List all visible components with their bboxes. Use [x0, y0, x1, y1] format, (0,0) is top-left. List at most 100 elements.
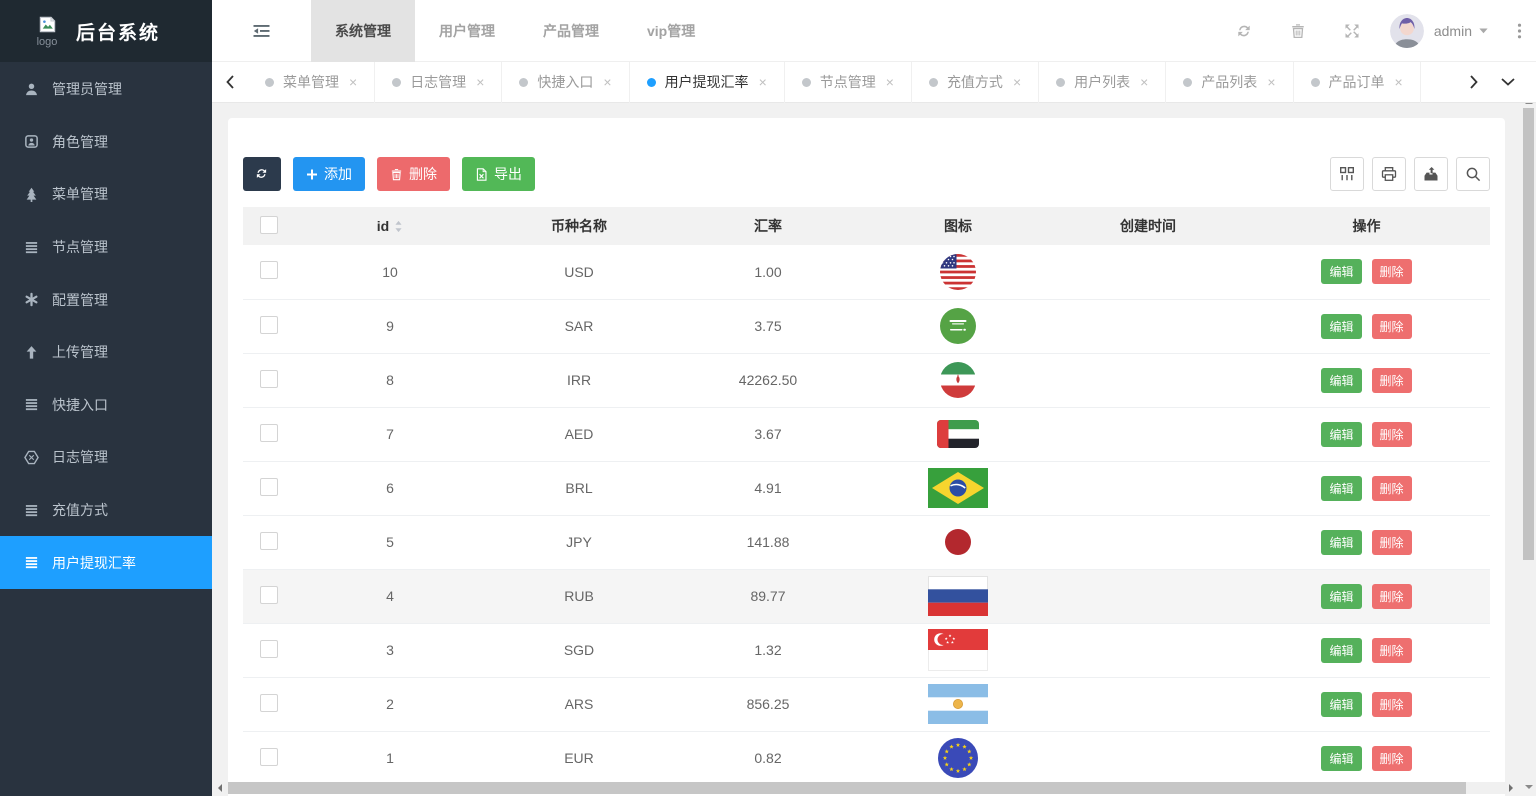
sidebar-item-config-manage[interactable]: 配置管理 — [0, 273, 212, 326]
tabs-menu-icon[interactable] — [1490, 77, 1526, 87]
cell-flag — [863, 569, 1053, 624]
row-edit-button[interactable]: 编辑 — [1321, 529, 1362, 555]
tab-withdraw-rate[interactable]: 用户提现汇率 × — [630, 61, 785, 103]
select-all-checkbox[interactable] — [260, 215, 278, 234]
row-delete-button[interactable]: 删除 — [1371, 691, 1412, 717]
delete-button[interactable]: 删除 — [377, 157, 450, 191]
tabs-scroll-right-icon[interactable] — [1456, 75, 1492, 89]
row-checkbox[interactable] — [260, 747, 278, 766]
cell-rate: 0.82 — [673, 731, 863, 786]
tab-log-manage[interactable]: 日志管理 × — [375, 61, 503, 103]
header-nav-vip[interactable]: vip管理 — [647, 22, 696, 39]
row-edit-button[interactable]: 编辑 — [1321, 313, 1362, 339]
sidebar-item-admin-manage[interactable]: 管理员管理 — [0, 63, 212, 116]
row-delete-button[interactable]: 删除 — [1371, 367, 1412, 393]
collapse-sidebar-icon[interactable] — [252, 23, 271, 39]
row-edit-button[interactable]: 编辑 — [1321, 583, 1362, 609]
print-button[interactable] — [1372, 157, 1406, 191]
tab-product-list[interactable]: 产品列表 × — [1166, 61, 1294, 103]
vertical-scroll-thumb[interactable] — [1523, 108, 1534, 560]
trash-icon[interactable] — [1290, 23, 1306, 39]
row-delete-button[interactable]: 删除 — [1371, 313, 1412, 339]
header-actions: admin — [1236, 13, 1536, 48]
row-checkbox[interactable] — [260, 423, 278, 442]
tab-close-icon[interactable]: × — [1140, 74, 1149, 90]
tab-close-icon[interactable]: × — [349, 74, 358, 90]
sidebar-item-recharge-method[interactable]: 充值方式 — [0, 484, 212, 537]
tab-close-icon[interactable]: × — [758, 74, 767, 90]
horizontal-scroll-thumb[interactable] — [228, 782, 1467, 794]
row-checkbox[interactable] — [260, 639, 278, 658]
row-checkbox[interactable] — [260, 261, 278, 280]
tab-close-icon[interactable]: × — [476, 74, 485, 90]
sidebar-item-log-manage[interactable]: 日志管理 — [0, 431, 212, 484]
kebab-menu-icon[interactable] — [1517, 23, 1522, 39]
header-nav-product[interactable]: 产品管理 — [543, 22, 599, 39]
chevron-down-icon[interactable] — [1478, 25, 1489, 36]
row-edit-button[interactable]: 编辑 — [1321, 367, 1362, 393]
export-data-button[interactable] — [1414, 157, 1448, 191]
search-button[interactable] — [1456, 157, 1490, 191]
sidebar-item-menu-manage[interactable]: 菜单管理 — [0, 168, 212, 221]
row-checkbox[interactable] — [260, 315, 278, 334]
row-delete-button[interactable]: 删除 — [1371, 529, 1412, 555]
row-edit-button[interactable]: 编辑 — [1321, 475, 1362, 501]
column-header-id: id — [295, 207, 485, 245]
sidebar-item-withdraw-rate[interactable]: 用户提现汇率 — [0, 536, 212, 589]
row-edit-button[interactable]: 编辑 — [1321, 637, 1362, 663]
cell-created — [1053, 353, 1243, 408]
row-checkbox[interactable] — [260, 531, 278, 550]
scroll-right-arrow[interactable] — [1509, 784, 1517, 792]
user-name[interactable]: admin — [1433, 22, 1472, 39]
row-checkbox[interactable] — [260, 477, 278, 496]
sort-icon[interactable] — [394, 220, 403, 233]
refresh-button[interactable] — [243, 157, 281, 191]
tab-product-order[interactable]: 产品订单 × — [1294, 61, 1421, 103]
tab-node-manage[interactable]: 节点管理 × — [785, 61, 912, 103]
tab-quick-entry[interactable]: 快捷入口 × — [502, 61, 630, 103]
row-checkbox[interactable] — [260, 585, 278, 604]
sidebar-item-role-manage[interactable]: 角色管理 — [0, 116, 212, 169]
sidebar-item-node-manage[interactable]: 节点管理 — [0, 221, 212, 274]
row-delete-button[interactable]: 删除 — [1371, 421, 1412, 447]
tabs-scroll-left-icon[interactable] — [212, 75, 248, 89]
row-edit-button[interactable]: 编辑 — [1321, 745, 1362, 771]
tab-close-icon[interactable]: × — [603, 74, 612, 90]
tab-recharge-method[interactable]: 充值方式 × — [912, 61, 1040, 103]
refresh-icon[interactable] — [1236, 23, 1252, 39]
toggle-columns-button[interactable] — [1330, 157, 1364, 191]
tab-close-icon[interactable]: × — [1394, 74, 1403, 90]
tab-user-list[interactable]: 用户列表 × — [1039, 61, 1167, 103]
avatar[interactable] — [1389, 13, 1424, 48]
tab-close-icon[interactable]: × — [1267, 74, 1276, 90]
header-nav-user[interactable]: 用户管理 — [439, 22, 495, 39]
flag-sa-icon — [940, 308, 976, 344]
tab-close-icon[interactable]: × — [885, 74, 894, 90]
row-delete-button[interactable]: 删除 — [1371, 637, 1412, 663]
row-checkbox-cell — [243, 569, 295, 624]
row-edit-button[interactable]: 编辑 — [1321, 259, 1362, 285]
row-delete-button[interactable]: 删除 — [1371, 583, 1412, 609]
cell-created — [1053, 731, 1243, 786]
horizontal-scroll-track[interactable] — [224, 782, 1507, 794]
row-delete-button[interactable]: 删除 — [1371, 475, 1412, 501]
add-button[interactable]: 添加 — [293, 157, 365, 191]
cell-created — [1053, 623, 1243, 678]
scroll-left-arrow[interactable] — [214, 784, 222, 792]
scroll-down-arrow[interactable] — [1524, 785, 1533, 793]
row-edit-button[interactable]: 编辑 — [1321, 691, 1362, 717]
fullscreen-icon[interactable] — [1344, 23, 1360, 39]
sidebar-item-upload-manage[interactable]: 上传管理 — [0, 326, 212, 379]
tab-menu-manage[interactable]: 菜单管理 × — [248, 61, 376, 103]
header-nav-system[interactable]: 系统管理 — [311, 0, 415, 62]
row-edit-button[interactable]: 编辑 — [1321, 421, 1362, 447]
export-button[interactable]: 导出 — [462, 157, 535, 191]
row-delete-button[interactable]: 删除 — [1371, 259, 1412, 285]
row-delete-button[interactable]: 删除 — [1371, 745, 1412, 771]
row-checkbox[interactable] — [260, 369, 278, 388]
sidebar-item-quick-entry[interactable]: 快捷入口 — [0, 379, 212, 432]
refresh-icon — [255, 167, 269, 181]
row-checkbox[interactable] — [260, 693, 278, 712]
user-icon — [24, 82, 39, 97]
tab-close-icon[interactable]: × — [1012, 74, 1022, 90]
